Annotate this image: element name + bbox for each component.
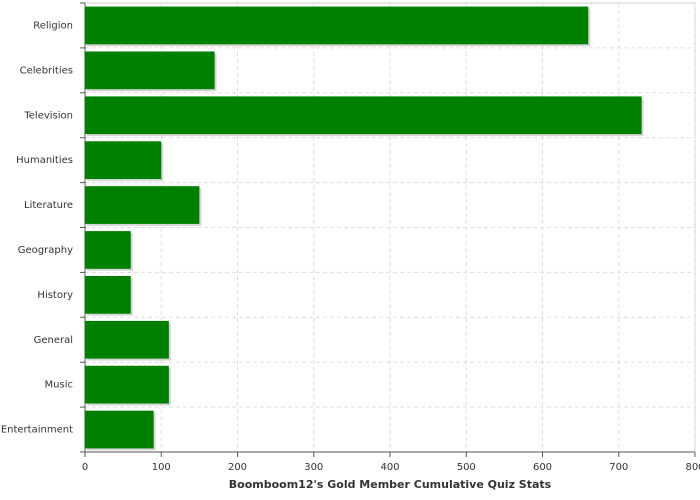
- x-tick-label: 800: [685, 462, 700, 473]
- x-tick-label: 700: [609, 462, 628, 473]
- y-tick-label: Humanities: [16, 155, 73, 166]
- y-tick-label: Entertainment: [1, 425, 73, 436]
- bar: [85, 410, 154, 449]
- bar: [85, 141, 162, 180]
- x-tick-label: 500: [457, 462, 476, 473]
- x-tick-label: 300: [304, 462, 323, 473]
- bar: [85, 320, 169, 359]
- y-tick-label: Celebrities: [20, 65, 73, 76]
- y-tick-label: Geography: [18, 245, 73, 256]
- y-tick-label: Television: [23, 110, 73, 121]
- x-axis-label: Boomboom12's Gold Member Cumulative Quiz…: [229, 478, 552, 491]
- bar: [85, 275, 131, 314]
- x-tick-label: 200: [228, 462, 247, 473]
- y-tick-label: Literature: [24, 200, 73, 211]
- y-tick-label: Music: [45, 380, 73, 391]
- bar: [85, 96, 642, 135]
- bar: [85, 231, 131, 269]
- bar: [85, 186, 200, 224]
- x-tick-label: 100: [152, 462, 171, 473]
- x-tick-label: 400: [380, 462, 399, 473]
- x-tick-label: 600: [533, 462, 552, 473]
- bar: [85, 51, 215, 90]
- y-tick-label: History: [37, 290, 73, 301]
- y-tick-label: Religion: [33, 20, 73, 31]
- x-tick-label: 0: [82, 462, 88, 473]
- bar: [85, 365, 169, 404]
- y-tick-label: General: [34, 335, 73, 346]
- bar: [85, 6, 589, 45]
